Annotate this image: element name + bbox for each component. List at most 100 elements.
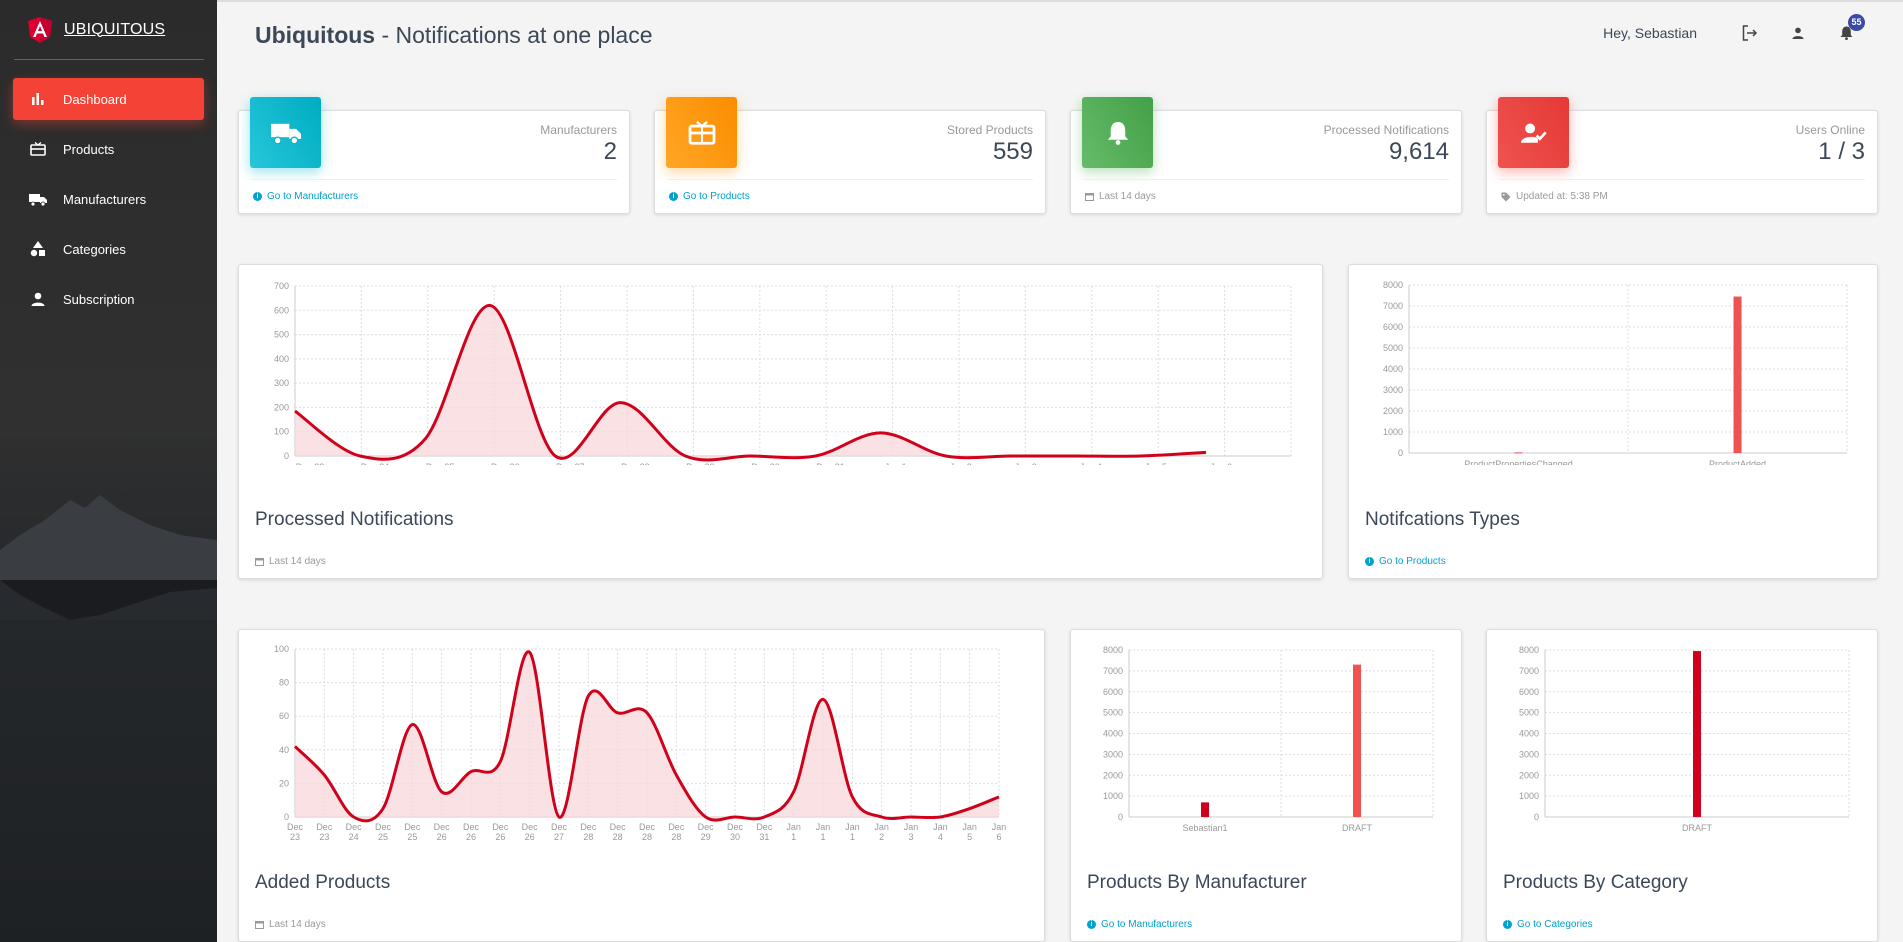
- x-tick-label: Dec 31: [816, 462, 845, 465]
- x-tick-label: Dec 30: [727, 822, 744, 840]
- bar: [1353, 664, 1361, 817]
- y-tick-label: 500: [274, 330, 289, 340]
- y-tick-label: 7000: [1103, 666, 1123, 676]
- y-tick-label: 8000: [1103, 645, 1123, 655]
- stat-icon-box: [1082, 97, 1153, 168]
- truck-icon: [270, 123, 301, 144]
- stat-card-manufacturers: Manufacturers 2 i Go to Manufacturers: [238, 97, 630, 214]
- page-title-subtitle: - Notifications at one place: [375, 22, 653, 48]
- sidebar-background-image: [0, 495, 217, 620]
- x-tick-label: Dec 26: [491, 462, 520, 465]
- profile-button[interactable]: [1787, 22, 1809, 44]
- calendar-icon: [255, 921, 264, 929]
- sidebar-item-dashboard[interactable]: Dashboard: [13, 78, 204, 120]
- added-products-chart: 0 20 40 60 80 100 Dec 23 Dec 23 Dec 24 Dec 25 Dec 25 Dec…: [274, 644, 1007, 840]
- y-tick-label: 6000: [1103, 687, 1123, 697]
- stat-footer: i Go to Manufacturers: [253, 191, 358, 202]
- y-tick-label: 80: [279, 678, 289, 688]
- x-tick-label: Dec 23: [287, 822, 304, 840]
- y-tick-label: 100: [274, 644, 289, 654]
- x-tick-label: Dec 26: [434, 822, 451, 840]
- sidebar-item-categories[interactable]: Categories: [13, 228, 204, 270]
- info-icon: i: [1087, 920, 1096, 929]
- shapes-icon: [29, 241, 47, 257]
- chart-title: Added Products: [255, 872, 391, 893]
- x-tick-label: Jan 2: [950, 462, 972, 465]
- x-tick-label: Jan 1: [885, 462, 907, 465]
- stat-footer-text: Last 14 days: [1099, 191, 1156, 202]
- y-tick-label: 40: [279, 745, 289, 755]
- sidebar-item-label: Dashboard: [63, 91, 127, 107]
- notifications-button[interactable]: 55: [1835, 14, 1865, 44]
- person-icon: [29, 291, 47, 307]
- y-tick-label: 5000: [1103, 708, 1123, 718]
- x-tick-label: Jan 5: [1145, 462, 1167, 465]
- y-tick-label: 60: [279, 711, 289, 721]
- stat-label: Processed Notifications: [1323, 123, 1449, 137]
- go-to-products-link[interactable]: Go to Products: [1379, 556, 1446, 567]
- x-tick-label: Jan 6: [992, 822, 1007, 840]
- y-tick-label: 2000: [1519, 770, 1539, 780]
- x-tick-label: Dec 27: [551, 822, 568, 840]
- stat-icon-box: [666, 97, 737, 168]
- sidebar-item-manufacturers[interactable]: Manufacturers: [13, 178, 204, 220]
- x-tick-label: Dec 23: [296, 462, 325, 465]
- y-tick-label: 6000: [1383, 322, 1403, 332]
- x-tick-label: ProductAdded: [1709, 459, 1766, 465]
- chart-card-products-by-manufacturer: 0 1000 2000 3000 4000 5000 6000 7000 8000 Sebasti…: [1070, 629, 1462, 942]
- chart-title: Notifcations Types: [1365, 509, 1520, 530]
- stat-card-stored-products: Stored Products 559 i Go to Products: [654, 97, 1046, 214]
- divider: [1083, 179, 1449, 180]
- y-tick-label: 200: [274, 402, 289, 412]
- stat-value: 2: [603, 138, 617, 165]
- go-to-manufacturers-link[interactable]: Go to Manufacturers: [1101, 919, 1193, 930]
- chart-footer: Last 14 days: [255, 556, 326, 567]
- x-tick-label: Dec 25: [426, 462, 455, 465]
- sidebar-item-products[interactable]: Products: [13, 128, 204, 170]
- stat-card-processed-notifications: Processed Notifications 9,614 Last 14 da…: [1070, 97, 1462, 214]
- chart-title: Products By Category: [1503, 872, 1688, 893]
- go-to-categories-link[interactable]: Go to Categories: [1517, 919, 1593, 930]
- stat-value: 1 / 3: [1818, 138, 1865, 165]
- x-tick-label: Dec 26: [463, 822, 480, 840]
- x-tick-label: Dec 27: [556, 462, 585, 465]
- y-tick-label: 8000: [1383, 280, 1403, 290]
- sidebar-item-subscription[interactable]: Subscription: [13, 278, 204, 320]
- x-tick-label: Jan 6: [1210, 462, 1232, 465]
- stat-icon-box: [1498, 97, 1569, 168]
- brand[interactable]: UBIQUITOUS: [14, 0, 204, 60]
- divider: [1499, 179, 1865, 180]
- y-tick-label: 3000: [1103, 749, 1123, 759]
- y-tick-label: 100: [274, 427, 289, 437]
- go-to-manufacturers-link[interactable]: Go to Manufacturers: [267, 191, 359, 202]
- chart-footer: Last 14 days: [255, 919, 326, 930]
- go-to-products-link[interactable]: Go to Products: [683, 191, 750, 202]
- x-tick-label: Dec 28: [668, 822, 685, 840]
- x-tick-label: DRAFT: [1342, 823, 1372, 833]
- chart-footer-text: Last 14 days: [269, 556, 326, 567]
- bar: [1201, 802, 1209, 817]
- y-tick-label: 0: [1398, 448, 1403, 458]
- x-tick-label: Dec 29: [686, 462, 715, 465]
- x-tick-label: Jan 1: [816, 822, 831, 840]
- divider: [667, 179, 1033, 180]
- y-tick-label: 7000: [1519, 666, 1539, 676]
- person-icon: [1792, 27, 1804, 39]
- y-tick-label: 4000: [1519, 729, 1539, 739]
- y-tick-label: 400: [274, 354, 289, 364]
- top-bar: Ubiquitous - Notifications at one place …: [217, 0, 1903, 64]
- chart-card-processed-notifications: 0 100 200 300 400 500 600 700 Dec 23 Dec 24 Dec 25…: [238, 264, 1323, 579]
- x-tick-label: Jan 1: [786, 822, 801, 840]
- y-tick-label: 3000: [1383, 385, 1403, 395]
- sidebar-item-label: Categories: [63, 241, 126, 257]
- calendar-icon: [1085, 193, 1094, 201]
- sidebar-item-label: Subscription: [63, 291, 135, 307]
- y-tick-label: 1000: [1519, 791, 1539, 801]
- x-tick-label: Dec 28: [580, 822, 597, 840]
- logout-button[interactable]: [1739, 22, 1761, 44]
- x-tick-label: Sebastian1: [1182, 823, 1227, 833]
- y-tick-label: 5000: [1519, 708, 1539, 718]
- x-tick-label: Dec 28: [639, 822, 656, 840]
- y-tick-label: 6000: [1519, 687, 1539, 697]
- products-by-category-chart: 0 1000 2000 3000 4000 5000 6000 7000 8000 DRAFT: [1519, 645, 1850, 833]
